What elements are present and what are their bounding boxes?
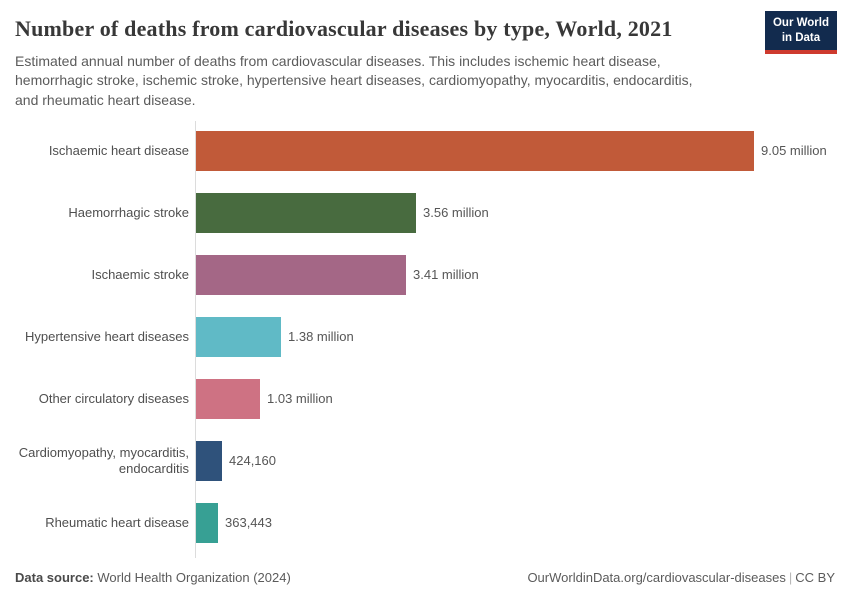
bar-track: 424,160 xyxy=(196,440,850,481)
chart-row: Cardiomyopathy, myocarditis, endocarditi… xyxy=(0,440,850,481)
category-label: Cardiomyopathy, myocarditis, endocarditi… xyxy=(18,445,189,476)
owid-logo-line2: in Data xyxy=(781,31,821,44)
value-label: 9.05 million xyxy=(761,143,827,159)
bar-hypertensive-heart-diseases[interactable] xyxy=(196,316,281,357)
value-label: 363,443 xyxy=(225,515,272,531)
bar-track: 9.05 million xyxy=(196,130,850,171)
value-label: 3.41 million xyxy=(413,267,479,283)
category-label: Other circulatory diseases xyxy=(38,391,189,407)
bar-rheumatic-heart-disease[interactable] xyxy=(196,502,218,543)
owid-logo[interactable]: Our World in Data xyxy=(764,11,837,54)
bar-track: 3.56 million xyxy=(196,192,850,233)
data-source-label: Data source: xyxy=(15,570,94,585)
bar-cardiomyopathy-myocarditis-endocarditis[interactable] xyxy=(196,440,222,481)
value-label: 1.38 million xyxy=(288,329,354,345)
chart-row: Rheumatic heart disease 363,443 xyxy=(0,502,850,543)
category-label: Haemorrhagic stroke xyxy=(68,205,189,221)
page-title: Number of deaths from cardiovascular dis… xyxy=(15,16,673,41)
bar-track: 3.41 million xyxy=(196,254,850,295)
category-label: Ischaemic stroke xyxy=(91,267,189,283)
value-label: 1.03 million xyxy=(267,391,333,407)
category-label: Rheumatic heart disease xyxy=(45,515,189,531)
bar-haemorrhagic-stroke[interactable] xyxy=(196,192,416,233)
category-label: Hypertensive heart diseases xyxy=(24,329,189,345)
chart-row: Haemorrhagic stroke 3.56 million xyxy=(0,192,850,233)
bar-ischaemic-heart-disease[interactable] xyxy=(196,130,754,171)
bar-track: 1.38 million xyxy=(196,316,850,357)
category-label: Ischaemic heart disease xyxy=(48,143,189,159)
license-label: CC BY xyxy=(795,570,835,585)
value-label: 3.56 million xyxy=(423,205,489,221)
bar-other-circulatory-diseases[interactable] xyxy=(196,378,260,419)
data-source: Data source: World Health Organization (… xyxy=(15,570,291,585)
bar-ischaemic-stroke[interactable] xyxy=(196,254,406,295)
chart-row: Ischaemic heart disease 9.05 million xyxy=(0,130,850,171)
chart-row: Hypertensive heart diseases 1.38 million xyxy=(0,316,850,357)
credit-line: OurWorldinData.org/cardiovascular-diseas… xyxy=(527,570,835,585)
chart-header: Number of deaths from cardiovascular dis… xyxy=(0,0,850,110)
bar-chart: Ischaemic heart disease 9.05 million Haemo… xyxy=(0,120,850,558)
chart-row: Other circulatory diseases 1.03 million xyxy=(0,378,850,419)
credit-link[interactable]: OurWorldinData.org/cardiovascular-diseas… xyxy=(527,570,786,585)
bar-track: 1.03 million xyxy=(196,378,850,419)
chart-rows: Ischaemic heart disease 9.05 million Haemo… xyxy=(0,130,850,543)
chart-footer: Data source: World Health Organization (… xyxy=(15,570,835,585)
credit-separator: | xyxy=(788,570,793,585)
bar-track: 363,443 xyxy=(196,502,850,543)
chart-row: Ischaemic stroke 3.41 million xyxy=(0,254,850,295)
owid-logo-line1: Our World xyxy=(772,17,829,29)
data-source-value: World Health Organization (2024) xyxy=(93,570,291,585)
y-axis-line xyxy=(195,120,196,558)
value-label: 424,160 xyxy=(229,453,276,469)
chart-subtitle: Estimated annual number of deaths from c… xyxy=(15,53,693,108)
